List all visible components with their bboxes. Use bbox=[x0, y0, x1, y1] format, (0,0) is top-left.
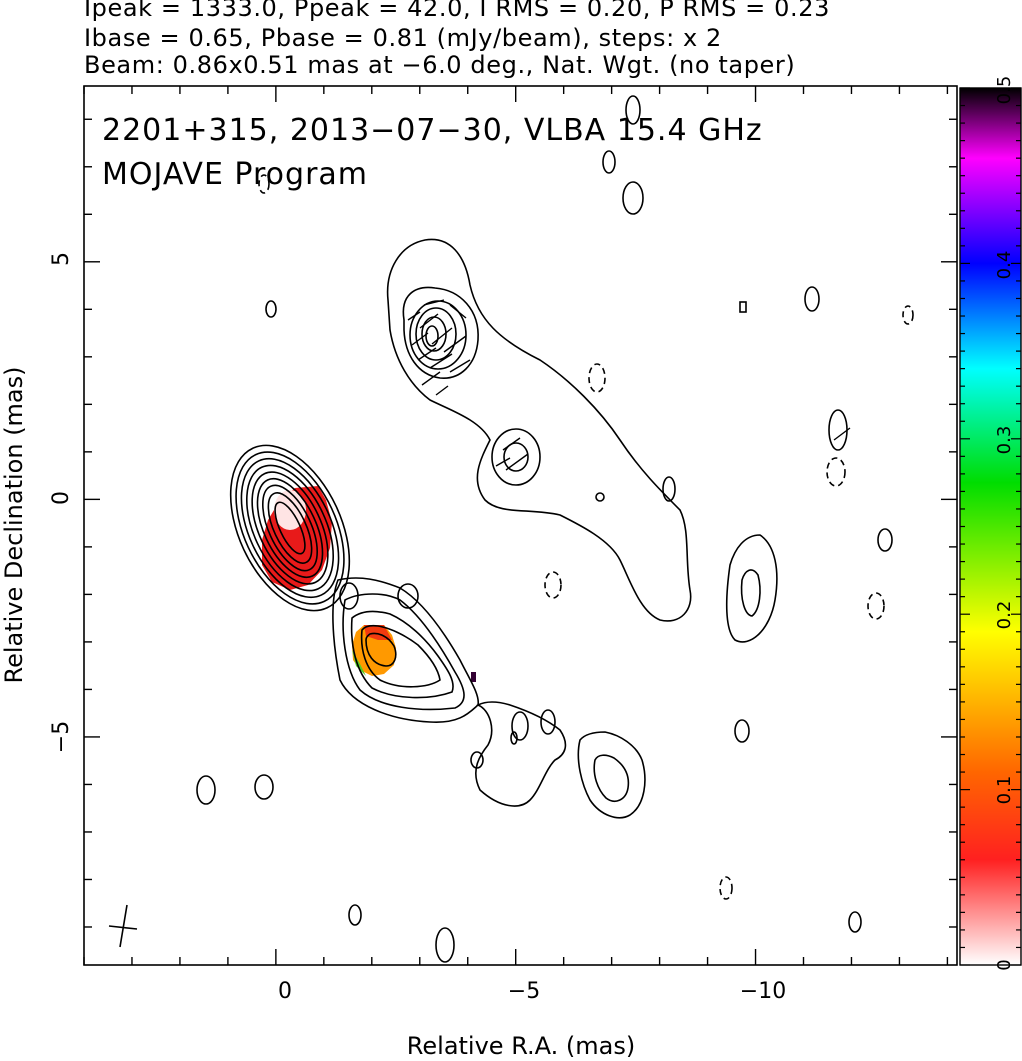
x-tick-label: 0 bbox=[278, 979, 292, 1004]
polarization-speck bbox=[471, 672, 476, 682]
y-tick-label: −5 bbox=[49, 721, 74, 753]
noise-contour bbox=[739, 301, 747, 313]
negative-contours bbox=[258, 174, 914, 900]
north-knot-contour-5 bbox=[425, 325, 439, 347]
y-axis-ticks bbox=[84, 118, 957, 928]
negative-contour bbox=[867, 592, 885, 620]
jet-blob-5 bbox=[510, 731, 518, 745]
x-tick-label: −10 bbox=[740, 979, 786, 1004]
jet-knot-inner bbox=[365, 632, 397, 667]
mid-knot-contour-1 bbox=[491, 428, 541, 486]
noise-contour bbox=[734, 719, 750, 743]
jet-envelope-4 bbox=[360, 624, 441, 688]
evpa-tick bbox=[833, 427, 851, 441]
beam-marker bbox=[108, 904, 138, 948]
mid-knot-contour-2 bbox=[503, 442, 529, 472]
noise-contour bbox=[265, 300, 277, 318]
x-axis-ticks bbox=[83, 86, 949, 965]
jet-envelope-3 bbox=[350, 610, 454, 699]
noise-contour bbox=[804, 286, 820, 312]
plot-title: 2201+315, 2013−07−30, VLBA 15.4 GHz bbox=[102, 113, 763, 148]
y-tick-label: 5 bbox=[49, 252, 74, 266]
colorbar-ticks bbox=[960, 87, 1021, 966]
negative-contour bbox=[588, 363, 606, 393]
colorbar-label: 0.1 bbox=[994, 776, 1015, 805]
noise-contour bbox=[339, 582, 359, 610]
evpa-tick bbox=[502, 437, 521, 451]
negative-contour bbox=[544, 571, 562, 599]
contour-layer bbox=[196, 95, 914, 963]
noise-contour bbox=[196, 775, 216, 805]
jet-blob-1b bbox=[593, 754, 630, 802]
evpa-tick bbox=[417, 347, 437, 361]
plot-subtitle: MOJAVE Program bbox=[102, 157, 368, 192]
evpa-tick bbox=[449, 359, 471, 373]
noise-contour bbox=[348, 904, 362, 926]
evpa-tick bbox=[505, 453, 529, 471]
jet-blob-2 bbox=[511, 711, 529, 741]
beam-major-axis bbox=[119, 904, 128, 948]
negative-contour bbox=[902, 305, 914, 325]
negative-contour bbox=[826, 457, 846, 487]
y-axis-label: Relative Declination (mas) bbox=[0, 366, 28, 683]
evpa-tick bbox=[421, 371, 441, 386]
evpa-tick bbox=[429, 353, 453, 369]
jet-blob-3 bbox=[540, 709, 556, 735]
evpa-tick bbox=[419, 313, 439, 329]
jet-blob-4 bbox=[470, 751, 484, 769]
noise-contour bbox=[625, 95, 641, 125]
evpa-tick bbox=[411, 332, 429, 346]
colorbar-label: 0.3 bbox=[994, 426, 1015, 455]
noise-contour bbox=[397, 583, 419, 609]
colorbar-label: 0.2 bbox=[994, 601, 1015, 630]
x-axis-label: Relative R.A. (mas) bbox=[407, 1032, 635, 1060]
header-line-1: Ipeak = 1333.0, Ppeak = 42.0, I RMS = 0.… bbox=[84, 0, 830, 22]
noise-contour bbox=[595, 492, 605, 502]
jet-blob-1 bbox=[577, 731, 646, 819]
noise-contour bbox=[828, 409, 848, 451]
header-line-3: Beam: 0.86x0.51 mas at −6.0 deg., Nat. W… bbox=[84, 51, 796, 79]
evpa-tick bbox=[495, 457, 511, 467]
colorbar-label: 0.4 bbox=[994, 251, 1015, 280]
evpa-tick bbox=[407, 311, 421, 321]
core-contours bbox=[229, 444, 351, 612]
evpa-tick bbox=[423, 299, 445, 306]
negative-contour bbox=[719, 876, 733, 900]
beam-minor-axis bbox=[108, 925, 138, 930]
north-jet-envelope bbox=[386, 238, 692, 622]
colorbar bbox=[959, 87, 1022, 966]
evpa-tick bbox=[431, 327, 453, 345]
noise-contour bbox=[877, 528, 893, 552]
polarization-vectors bbox=[407, 299, 851, 471]
colorbar-label: 0 bbox=[994, 959, 1015, 970]
north-knot-contour-1 bbox=[402, 286, 479, 379]
north-knot-contour-3 bbox=[415, 307, 457, 361]
noise-contour bbox=[848, 911, 862, 933]
colorbar-label: 0.5 bbox=[994, 76, 1015, 105]
noise-contour bbox=[662, 476, 676, 502]
y-tick-label: 0 bbox=[49, 491, 74, 505]
noise-contour bbox=[622, 181, 644, 215]
evpa-tick bbox=[449, 304, 467, 319]
jet-extension bbox=[475, 701, 567, 807]
noise-contour bbox=[435, 927, 455, 963]
header-line-2: Ibase = 0.65, Pbase = 0.81 (mJy/beam), s… bbox=[84, 24, 722, 52]
noise-contour bbox=[740, 569, 761, 617]
evpa-tick bbox=[443, 335, 467, 353]
noise-contour bbox=[602, 150, 616, 174]
negative-contour bbox=[258, 174, 270, 194]
noise-contour bbox=[254, 774, 274, 800]
evpa-tick bbox=[435, 385, 449, 396]
x-tick-label: −5 bbox=[508, 979, 540, 1004]
jet-envelope-2 bbox=[342, 593, 465, 711]
noise-contour bbox=[725, 534, 778, 643]
plot-frame bbox=[83, 85, 958, 966]
